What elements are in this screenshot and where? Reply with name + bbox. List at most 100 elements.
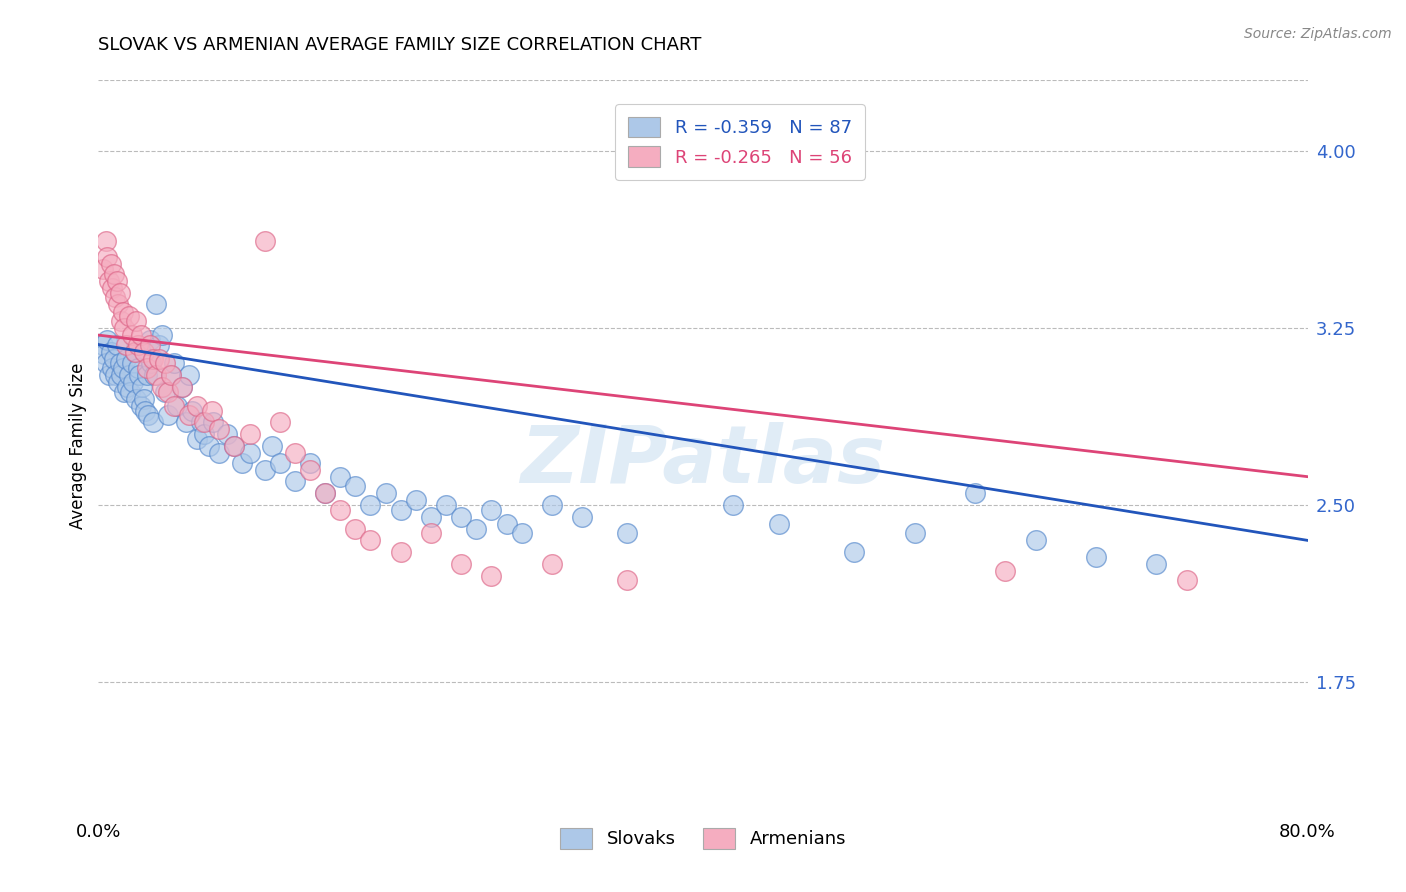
- Point: [125, 314, 148, 328]
- Point: [104, 290, 127, 304]
- Point: [208, 446, 231, 460]
- Point: [145, 368, 167, 383]
- Point: [186, 432, 208, 446]
- Point: [121, 356, 143, 370]
- Point: [142, 351, 165, 366]
- Point: [135, 368, 157, 383]
- Point: [269, 416, 291, 430]
- Text: ZIPatlas: ZIPatlas: [520, 422, 886, 500]
- Point: [111, 304, 134, 318]
- Point: [179, 409, 201, 423]
- Point: [150, 380, 173, 394]
- Point: [118, 368, 141, 383]
- Point: [170, 380, 193, 394]
- Point: [163, 356, 186, 370]
- Point: [179, 368, 201, 383]
- Point: [965, 486, 987, 500]
- Y-axis label: Average Family Size: Average Family Size: [69, 363, 87, 529]
- Point: [193, 416, 215, 430]
- Point: [262, 439, 284, 453]
- Point: [284, 446, 307, 460]
- Point: [100, 344, 122, 359]
- Point: [329, 469, 352, 483]
- Point: [129, 399, 152, 413]
- Point: [156, 384, 179, 399]
- Point: [143, 368, 166, 383]
- Point: [141, 356, 163, 370]
- Point: [110, 368, 132, 383]
- Point: [186, 399, 208, 413]
- Point: [844, 545, 866, 559]
- Point: [136, 409, 159, 423]
- Point: [450, 509, 472, 524]
- Point: [115, 380, 138, 394]
- Point: [114, 351, 136, 366]
- Point: [540, 498, 562, 512]
- Point: [94, 356, 117, 370]
- Point: [150, 328, 173, 343]
- Point: [96, 333, 118, 347]
- Point: [160, 368, 183, 383]
- Point: [253, 234, 276, 248]
- Point: [231, 456, 253, 470]
- Point: [571, 509, 593, 524]
- Point: [224, 439, 246, 453]
- Point: [148, 337, 170, 351]
- Point: [153, 384, 176, 399]
- Point: [94, 234, 117, 248]
- Point: [208, 422, 231, 436]
- Point: [100, 257, 122, 271]
- Point: [142, 416, 165, 430]
- Point: [405, 493, 427, 508]
- Point: [132, 344, 155, 359]
- Point: [91, 262, 114, 277]
- Point: [134, 403, 156, 417]
- Point: [131, 380, 153, 394]
- Point: [129, 328, 152, 343]
- Point: [197, 439, 219, 453]
- Point: [132, 392, 155, 406]
- Point: [145, 297, 167, 311]
- Point: [904, 526, 927, 541]
- Point: [239, 427, 262, 442]
- Point: [135, 361, 157, 376]
- Point: [389, 502, 412, 516]
- Point: [193, 427, 215, 442]
- Point: [616, 526, 638, 541]
- Point: [202, 416, 225, 430]
- Point: [420, 509, 443, 524]
- Point: [481, 502, 503, 516]
- Point: [118, 310, 141, 324]
- Point: [114, 337, 136, 351]
- Point: [163, 399, 186, 413]
- Point: [450, 557, 472, 571]
- Point: [239, 446, 262, 460]
- Point: [360, 498, 382, 512]
- Point: [98, 274, 121, 288]
- Point: [768, 516, 790, 531]
- Point: [1175, 574, 1198, 588]
- Point: [170, 380, 193, 394]
- Point: [103, 351, 125, 366]
- Point: [299, 456, 322, 470]
- Point: [122, 376, 145, 390]
- Point: [101, 361, 124, 376]
- Point: [1144, 557, 1167, 571]
- Point: [224, 439, 246, 453]
- Point: [105, 337, 128, 351]
- Text: Source: ZipAtlas.com: Source: ZipAtlas.com: [1244, 27, 1392, 41]
- Point: [616, 574, 638, 588]
- Point: [510, 526, 533, 541]
- Point: [98, 368, 121, 383]
- Point: [107, 297, 129, 311]
- Point: [344, 522, 367, 536]
- Legend: Slovaks, Armenians: Slovaks, Armenians: [551, 819, 855, 857]
- Point: [120, 384, 142, 399]
- Point: [269, 456, 291, 470]
- Text: SLOVAK VS ARMENIAN AVERAGE FAMILY SIZE CORRELATION CHART: SLOVAK VS ARMENIAN AVERAGE FAMILY SIZE C…: [98, 36, 702, 54]
- Point: [103, 267, 125, 281]
- Point: [465, 522, 488, 536]
- Point: [121, 328, 143, 343]
- Point: [284, 475, 307, 489]
- Point: [190, 416, 212, 430]
